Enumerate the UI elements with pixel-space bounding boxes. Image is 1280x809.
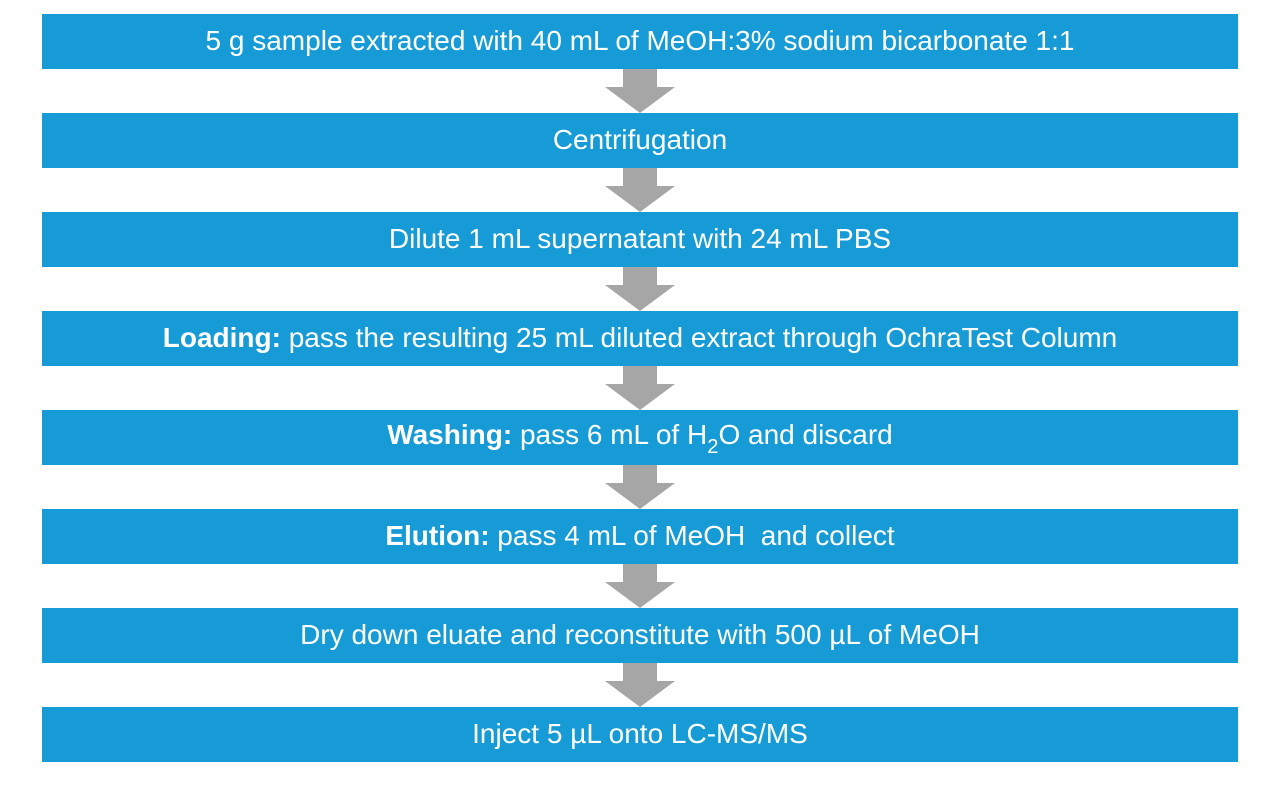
- flow-step-2: Centrifugation: [42, 113, 1238, 168]
- flow-arrow: [605, 564, 675, 608]
- flow-step-label: Loading: pass the resulting 25 mL dilute…: [163, 323, 1117, 354]
- flow-arrow: [605, 663, 675, 707]
- flow-arrow: [605, 465, 675, 509]
- flow-arrow: [605, 168, 675, 212]
- flow-step-8: Inject 5 µL onto LC-MS/MS: [42, 707, 1238, 762]
- flow-step-1: 5 g sample extracted with 40 mL of MeOH:…: [42, 14, 1238, 69]
- flow-step-label: 5 g sample extracted with 40 mL of MeOH:…: [206, 26, 1075, 57]
- flow-arrow: [605, 69, 675, 113]
- flow-arrow: [605, 267, 675, 311]
- flow-step-label: Elution: pass 4 mL of MeOH and collect: [385, 521, 894, 552]
- flow-step-label: Washing: pass 6 mL of H2O and discard: [387, 420, 893, 456]
- flow-step-6: Elution: pass 4 mL of MeOH and collect: [42, 509, 1238, 564]
- flow-step-4: Loading: pass the resulting 25 mL dilute…: [42, 311, 1238, 366]
- flow-step-3: Dilute 1 mL supernatant with 24 mL PBS: [42, 212, 1238, 267]
- flow-step-5: Washing: pass 6 mL of H2O and discard: [42, 410, 1238, 465]
- flowchart-container: 5 g sample extracted with 40 mL of MeOH:…: [0, 0, 1280, 778]
- flow-step-label: Centrifugation: [553, 125, 727, 156]
- flow-arrow: [605, 366, 675, 410]
- flow-step-7: Dry down eluate and reconstitute with 50…: [42, 608, 1238, 663]
- flow-step-label: Dry down eluate and reconstitute with 50…: [300, 620, 980, 651]
- flow-step-label: Inject 5 µL onto LC-MS/MS: [472, 719, 808, 750]
- flow-step-label: Dilute 1 mL supernatant with 24 mL PBS: [389, 224, 891, 255]
